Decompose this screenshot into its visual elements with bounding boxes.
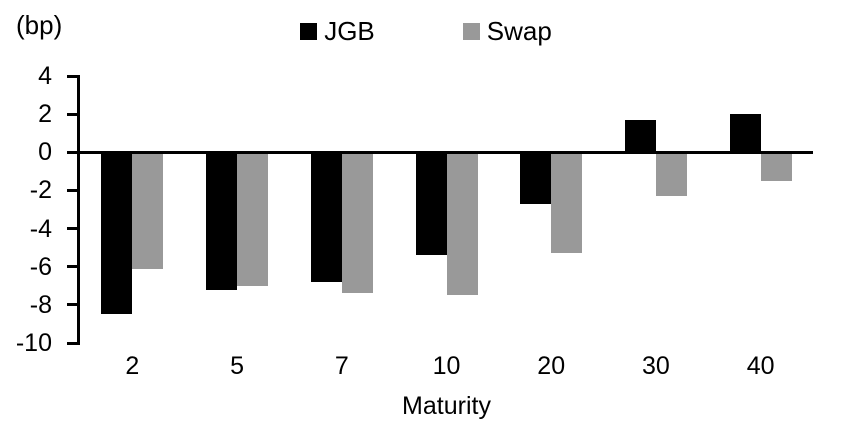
y-axis-tick — [67, 112, 77, 116]
legend-swatch-jgb-icon — [300, 23, 318, 40]
y-axis-tick — [67, 150, 77, 154]
x-tick-label: 40 — [746, 352, 775, 380]
zero-axis-line — [77, 150, 813, 154]
y-tick-label: 2 — [38, 100, 52, 129]
bar-jgb-7 — [310, 152, 342, 282]
x-tick-label: 10 — [432, 352, 461, 380]
bar-swap-5 — [237, 152, 269, 286]
x-tick-label: 7 — [334, 352, 349, 380]
bar-swap-30 — [655, 152, 687, 197]
y-axis-tick — [67, 303, 77, 307]
legend-item-jgb: JGB — [300, 16, 375, 47]
y-tick-label: -4 — [29, 214, 52, 243]
y-tick-label: -10 — [15, 329, 52, 357]
bar-swap-10 — [446, 152, 478, 296]
y-axis-tick — [67, 74, 77, 78]
y-axis-tick — [67, 265, 77, 269]
x-tick-label: 5 — [230, 352, 245, 380]
y-tick-label: -2 — [29, 176, 52, 205]
x-tick-label: 2 — [125, 352, 140, 380]
y-axis-tick — [67, 341, 77, 345]
y-axis-tick — [67, 227, 77, 231]
bar-jgb-10 — [415, 152, 447, 256]
bar-swap-40 — [760, 152, 792, 181]
legend-label-swap: Swap — [486, 16, 552, 46]
legend-swatch-swap-icon — [462, 23, 480, 40]
y-axis-line — [77, 75, 80, 345]
y-axis-unit-label: (bp) — [16, 10, 63, 40]
y-tick-label: -8 — [29, 290, 52, 319]
bar-swap-20 — [551, 152, 583, 254]
legend-item-swap: Swap — [462, 16, 552, 47]
y-tick-label: 0 — [38, 138, 52, 167]
bar-jgb-20 — [520, 152, 552, 204]
y-axis-tick — [67, 188, 77, 192]
bar-jgb-30 — [624, 119, 656, 153]
bar-swap-2 — [132, 152, 164, 269]
plot-area: 4 2 0 -2 -4 -6 -8 -10 2 5 7 10 20 30 40 — [16, 64, 813, 379]
legend: JGB Swap — [0, 16, 852, 47]
legend-label-jgb: JGB — [324, 16, 375, 46]
bar-jgb-40 — [729, 114, 761, 153]
y-tick-label: -6 — [29, 252, 52, 281]
bar-jgb-2 — [101, 152, 133, 315]
bar-jgb-5 — [206, 152, 238, 290]
y-tick-label: 4 — [38, 62, 52, 90]
x-axis-title: Maturity — [402, 392, 491, 420]
bar-swap-7 — [341, 152, 373, 294]
x-tick-label: 30 — [642, 352, 670, 380]
x-tick-label: 20 — [537, 352, 566, 380]
